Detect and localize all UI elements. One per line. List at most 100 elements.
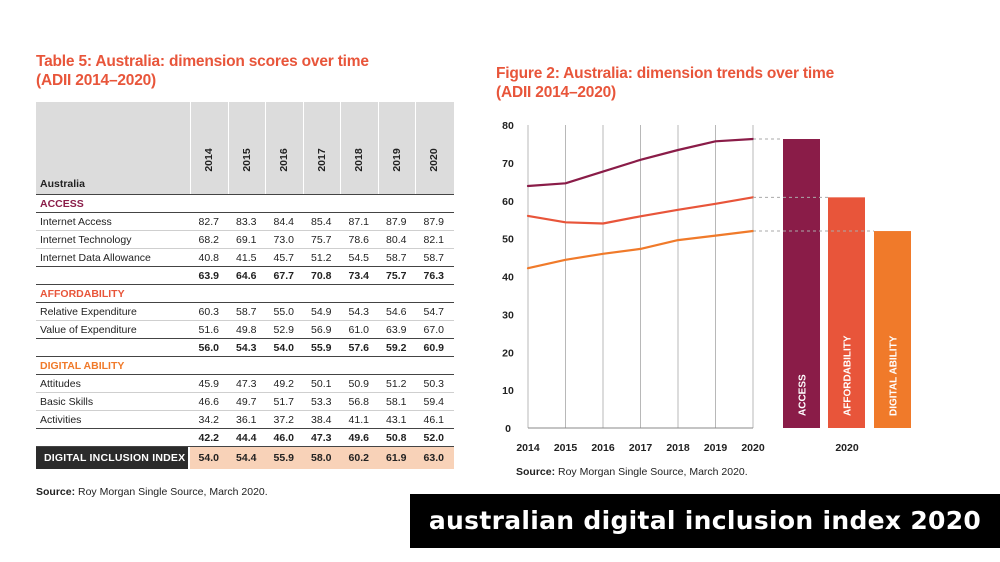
- y-tick-label: 50: [502, 234, 514, 246]
- table-cell: 43.1: [386, 414, 407, 426]
- table-cell: 78.6: [348, 234, 369, 246]
- table-row: Attitudes 45.9 47.3 49.2 50.1 50.9 51.2 50.3: [36, 374, 454, 392]
- table-cell: 50.3: [423, 378, 444, 390]
- table-cell: 42.2: [198, 432, 219, 444]
- year-header-label: 2014: [203, 148, 216, 172]
- table-cell: 56.8: [348, 396, 369, 408]
- y-tick-label: 0: [505, 423, 511, 435]
- table-cell: 54.3: [236, 342, 257, 354]
- subtotal-row: 63.9 64.6 67.7 70.8 73.4 75.7 76.3: [36, 266, 454, 284]
- year-header: 2020: [415, 102, 453, 194]
- y-tick-label: 70: [502, 158, 514, 170]
- table-row: Relative Expenditure 60.3 58.7 55.0 54.9 54.3…: [36, 302, 454, 320]
- table-cell: 53.3: [311, 396, 332, 408]
- table-cell: 67.7: [273, 270, 294, 282]
- x-tick-label: 2017: [629, 442, 653, 454]
- table-cell: 54.5: [348, 252, 369, 264]
- x-tick-label: 2014: [516, 442, 540, 454]
- table-cell: 46.0: [273, 432, 294, 444]
- bar: [783, 139, 820, 429]
- table-cell: 47.3: [236, 378, 257, 390]
- table-cell: 41.1: [348, 414, 369, 426]
- table-cell: 75.7: [386, 270, 407, 282]
- table-cell: 64.6: [236, 270, 257, 282]
- table-cell: 56.9: [311, 324, 332, 336]
- table-cell: 40.8: [198, 252, 219, 264]
- table-cell: 54.9: [311, 306, 332, 318]
- row-label: Activities: [40, 414, 82, 426]
- dimension-scores-table: Australia 2014 2015 2016 2017 2018 2019 2020 A…: [36, 102, 454, 469]
- table-cell: 75.7: [311, 234, 332, 246]
- table-row: Internet Technology 68.2 69.1 73.0 75.7 78.6 8…: [36, 230, 454, 248]
- table-cell: 63.9: [386, 324, 407, 336]
- table-cell: 73.4: [348, 270, 369, 282]
- row-label: Internet Technology: [40, 234, 132, 246]
- table-cell: 54.0: [273, 342, 294, 354]
- figure-title: Figure 2: Australia: dimension trends ov…: [496, 64, 896, 102]
- table-cell: 54.7: [423, 306, 444, 318]
- y-tick-label: 40: [502, 272, 514, 284]
- table-cell: 61.9: [386, 452, 407, 464]
- figure-source-text: Roy Morgan Single Source, March 2020.: [555, 466, 748, 478]
- table-cell: 49.2: [273, 378, 294, 390]
- table-cell: 52.9: [273, 324, 294, 336]
- table-cell: 51.7: [273, 396, 294, 408]
- table-cell: 50.9: [348, 378, 369, 390]
- table-cell: 61.0: [348, 324, 369, 336]
- section-label: DIGITAL ABILITY: [40, 360, 125, 372]
- table-cell: 37.2: [273, 414, 294, 426]
- figure-source-label: Source:: [516, 466, 556, 478]
- table-cell: 70.8: [311, 270, 332, 282]
- table-cell: 87.9: [423, 216, 444, 228]
- table-cell: 76.3: [423, 270, 444, 282]
- table-cell: 49.6: [348, 432, 369, 444]
- table-cell: 73.0: [273, 234, 294, 246]
- series-line: [526, 196, 755, 225]
- table-title: Table 5: Australia: dimension scores ove…: [36, 52, 416, 90]
- table-cell: 58.0: [311, 452, 332, 464]
- row-label: Relative Expenditure: [40, 306, 137, 318]
- year-header: 2015: [227, 102, 266, 194]
- table-cell: 54.6: [386, 306, 407, 318]
- row-label: Basic Skills: [40, 396, 94, 408]
- table-cell: 55.0: [273, 306, 294, 318]
- bar: [874, 231, 911, 428]
- table-cell: 67.0: [423, 324, 444, 336]
- year-header: 2019: [377, 102, 416, 194]
- section-row: AFFORDABILITY: [36, 284, 454, 302]
- table-cell: 51.2: [311, 252, 332, 264]
- section-row: ACCESS: [36, 194, 454, 212]
- table-cell: 60.9: [423, 342, 444, 354]
- trend-chart-svg: 0 10 20 30 40 50 60 70 80 2014 2015 2016 2017 2018 201…: [502, 120, 911, 454]
- table-row: Activities 34.2 36.1 37.2 38.4 41.1 43.1 46.1: [36, 410, 454, 428]
- table-row: Internet Access 82.7 83.3 84.4 85.4 87.1 87.9 8…: [36, 212, 454, 230]
- x-tick-label: 2020: [741, 442, 765, 454]
- table-cell: 63.0: [423, 452, 444, 464]
- x-tick-label: 2015: [554, 442, 578, 454]
- y-tick-label: 10: [502, 385, 514, 397]
- table-country-header: Australia: [40, 178, 85, 190]
- bar-label: DIGITAL ABILITY: [889, 335, 900, 416]
- y-tick-label: 20: [502, 347, 514, 359]
- table-header: Australia 2014 2015 2016 2017 2018 2019 2020: [36, 102, 454, 194]
- table-cell: 80.4: [386, 234, 407, 246]
- table-cell: 36.1: [236, 414, 257, 426]
- bar: [828, 197, 865, 428]
- table-source-label: Source:: [36, 486, 76, 498]
- table-row: Basic Skills 46.6 49.7 51.7 53.3 56.8 58.1 59.4: [36, 392, 454, 410]
- table-cell: 47.3: [311, 432, 332, 444]
- index-label-box: DIGITAL INCLUSION INDEX: [36, 447, 188, 469]
- x-tick-label: 2018: [666, 442, 690, 454]
- table-cell: 59.2: [386, 342, 407, 354]
- table-cell: 63.9: [198, 270, 219, 282]
- table-cell: 34.2: [198, 414, 219, 426]
- table-cell: 58.7: [236, 306, 257, 318]
- table-cell: 46.6: [198, 396, 219, 408]
- table-cell: 38.4: [311, 414, 332, 426]
- table-cell: 50.8: [386, 432, 407, 444]
- table-source: Source: Roy Morgan Single Source, March …: [36, 486, 268, 498]
- series-line: [526, 229, 755, 270]
- y-tick-label: 30: [502, 309, 514, 321]
- table-cell: 58.7: [423, 252, 444, 264]
- table-title-line1: Table 5: Australia: dimension scores ove…: [36, 53, 369, 70]
